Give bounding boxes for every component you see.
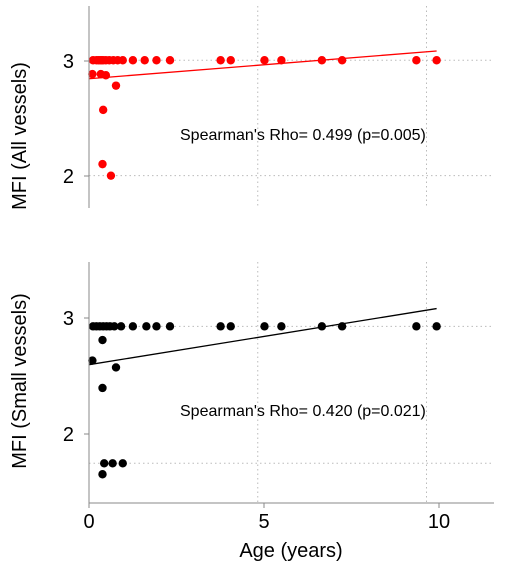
- panel-top: MFI (All vessels) 3 2 Spearman's Rho= 0.…: [9, 6, 494, 210]
- data-point: [108, 459, 117, 468]
- data-point: [98, 383, 107, 393]
- trendline-bottom: [88, 307, 437, 366]
- data-point: [111, 363, 121, 372]
- data-point: [226, 322, 235, 331]
- data-point: [216, 322, 225, 331]
- data-point: [111, 81, 121, 90]
- data-point: [118, 56, 127, 65]
- data-point: [317, 56, 327, 65]
- data-point: [337, 56, 347, 65]
- data-points-top: [88, 56, 441, 180]
- data-point: [260, 322, 269, 331]
- data-point: [216, 56, 225, 65]
- data-point: [412, 322, 421, 331]
- data-point: [106, 171, 116, 180]
- data-point: [277, 322, 286, 331]
- data-point: [101, 71, 111, 80]
- y-axis-label-top: MFI (All vessels): [9, 62, 31, 210]
- data-point: [116, 322, 126, 331]
- panel-bottom: MFI (Small vessels) 3 2 0 5 10 Age (year…: [9, 262, 494, 562]
- gridlines-top: [89, 6, 494, 208]
- data-point: [99, 459, 109, 468]
- data-point: [128, 322, 138, 331]
- x-tick-label-10: 10: [428, 511, 450, 533]
- data-point: [226, 56, 235, 65]
- y-tick-label-2-top: 2: [63, 166, 74, 188]
- data-point: [337, 322, 347, 331]
- y-tick-label-2-bottom: 2: [63, 424, 74, 446]
- data-point: [98, 335, 107, 345]
- gridlines-bottom: [89, 262, 494, 503]
- data-point: [277, 56, 286, 65]
- data-point: [88, 69, 97, 79]
- annotation-bottom: Spearman's Rho= 0.420 (p=0.021): [180, 403, 426, 420]
- data-point: [98, 105, 108, 115]
- data-point: [412, 56, 421, 65]
- trendline-bottom: [88, 307, 437, 366]
- data-point: [98, 159, 107, 169]
- data-point: [260, 56, 269, 65]
- data-point: [88, 356, 97, 365]
- data-point: [142, 322, 151, 331]
- data-point: [118, 459, 127, 468]
- data-point: [140, 56, 149, 65]
- data-point: [317, 322, 327, 331]
- data-point: [432, 56, 441, 65]
- annotation-top: Spearman's Rho= 0.499 (p=0.005): [180, 127, 426, 144]
- data-point: [152, 322, 161, 331]
- trendline-top: [88, 50, 437, 80]
- y-tick-label-3-bottom: 3: [63, 308, 74, 330]
- data-point: [165, 322, 175, 331]
- x-tick-label-5: 5: [258, 511, 269, 533]
- data-point: [98, 470, 107, 479]
- data-point: [432, 322, 441, 331]
- x-axis-label: Age (years): [239, 540, 342, 562]
- data-point: [165, 56, 175, 65]
- data-point: [152, 56, 161, 65]
- y-tick-label-3-top: 3: [63, 51, 74, 73]
- data-point: [128, 56, 138, 65]
- x-tick-label-0: 0: [83, 511, 94, 533]
- data-points-bottom: [88, 322, 441, 479]
- y-axis-label-bottom: MFI (Small vessels): [9, 293, 31, 469]
- trendline-top: [88, 50, 437, 80]
- data-point: [110, 322, 119, 331]
